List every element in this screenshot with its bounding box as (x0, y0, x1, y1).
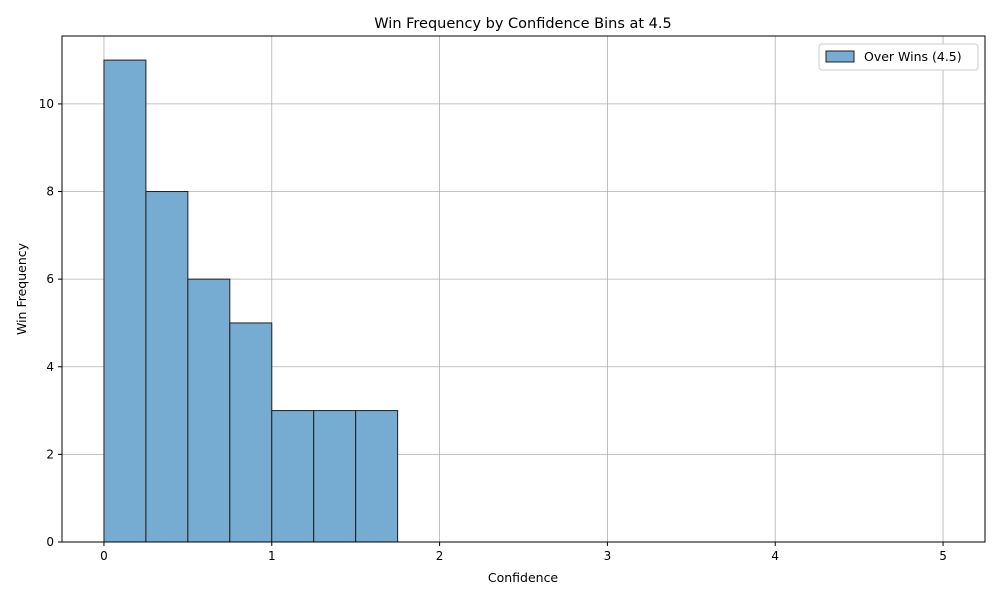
legend-frame (818, 43, 979, 71)
histogram-bar (313, 410, 357, 543)
legend-label: Over Wins (4.5) (864, 49, 962, 64)
y-tick-label: 0 (46, 535, 54, 549)
legend-swatch (825, 50, 855, 63)
x-axis-label: Confidence (488, 570, 559, 585)
tick-labels: 0 1 2 3 4 5 0 2 4 6 8 10 (39, 97, 947, 563)
histogram-bar (187, 278, 231, 543)
legend: Over Wins (4.5) (818, 43, 979, 71)
x-tick-label: 0 (100, 549, 108, 563)
y-tick-label: 10 (39, 97, 54, 111)
axes (58, 35, 986, 546)
histogram-bars (103, 59, 399, 543)
chart-title: Win Frequency by Confidence Bins at 4.5 (374, 16, 671, 32)
y-tick-label: 8 (46, 185, 54, 199)
x-tick-label: 2 (436, 549, 444, 563)
x-tick-label: 4 (771, 549, 779, 563)
y-axis-label: Win Frequency (14, 242, 29, 335)
plot-frame (61, 35, 986, 543)
histogram-bar (145, 191, 189, 543)
histogram-bar (103, 59, 147, 543)
y-tick-label: 4 (46, 360, 54, 374)
histogram-bar (271, 410, 315, 543)
x-tick-label: 3 (604, 549, 612, 563)
histogram-bar (229, 322, 273, 543)
y-tick-label: 6 (46, 272, 54, 286)
x-tick-label: 1 (268, 549, 276, 563)
y-tick-label: 2 (46, 447, 54, 461)
x-tick-label: 5 (939, 549, 947, 563)
histogram-bar (355, 410, 399, 543)
